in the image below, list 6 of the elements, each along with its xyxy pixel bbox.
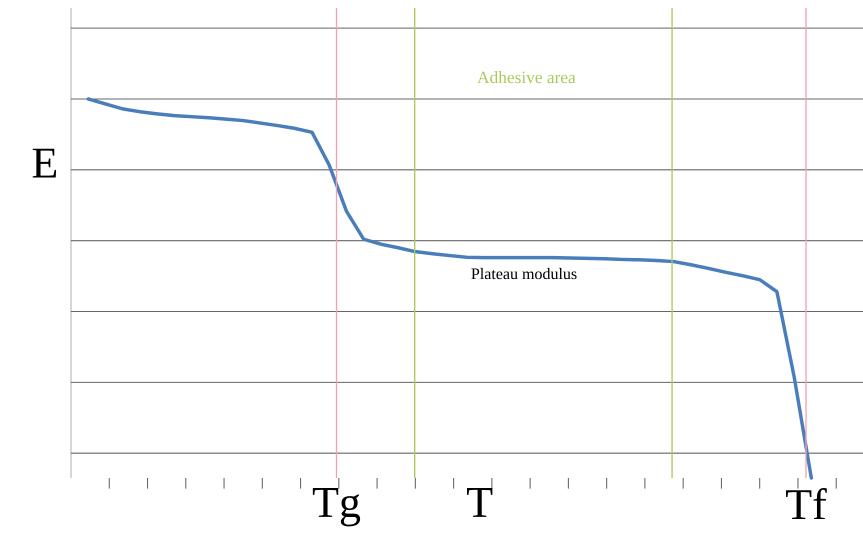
y-axis-title: E	[32, 148, 56, 178]
text: Adhesive area	[477, 70, 576, 84]
annotation: Plateau modulus	[471, 268, 577, 280]
text: Tg	[312, 488, 360, 526]
text: Tf	[786, 488, 827, 520]
x-axis-title: T	[467, 488, 492, 517]
